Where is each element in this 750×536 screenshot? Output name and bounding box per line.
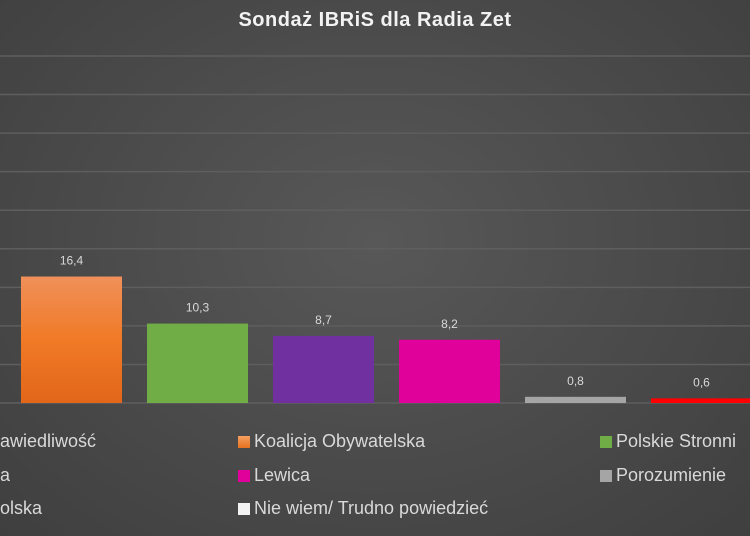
- bar-koalicja-obywatelska: [21, 276, 122, 403]
- data-label: 8,7: [315, 313, 332, 327]
- legend-label: olska: [0, 498, 43, 518]
- legend-swatch: [238, 469, 250, 482]
- data-label: 0,6: [693, 375, 710, 389]
- bar-lewica: [399, 339, 500, 403]
- legend-label: Porozumienie: [616, 465, 727, 485]
- legend-label: Koalicja Obywatelska: [254, 431, 426, 451]
- legend-item: Polskie Stronni: [600, 431, 736, 452]
- legend-swatch: [238, 502, 250, 515]
- bar-porozumienie: [525, 396, 626, 403]
- legend-label: Lewica: [254, 465, 311, 485]
- legend-label: Polskie Stronni: [616, 431, 737, 451]
- legend-label: Nie wiem/ Trudno powiedzieć: [254, 498, 489, 518]
- legend-swatch: [600, 469, 612, 482]
- legend-item: Nie wiem/ Trudno powiedzieć: [238, 498, 488, 519]
- bar-chart: 16,4 10,3 8,7 8,2 0,8 0,6: [0, 55, 750, 404]
- data-label: 16,4: [60, 254, 84, 268]
- legend-item: Lewica: [238, 465, 310, 486]
- bar-a: [273, 335, 374, 403]
- bar-olska: [651, 398, 750, 403]
- bar-polskie-stronnictwo: [147, 323, 248, 403]
- legend-item: Koalicja Obywatelska: [238, 431, 425, 452]
- chart-title: Sondaż IBRiS dla Radia Zet: [238, 9, 512, 31]
- data-label: 0,8: [567, 374, 584, 388]
- data-label: 10,3: [186, 301, 210, 315]
- legend-item: olska: [0, 498, 42, 519]
- data-label: 8,2: [441, 317, 458, 331]
- legend-swatch: [600, 435, 612, 448]
- legend-label: awiedliwość: [0, 431, 97, 451]
- legend-item: awiedliwość: [0, 431, 96, 452]
- legend-swatch: [238, 435, 250, 448]
- legend-label: a: [0, 465, 11, 485]
- legend-item: a: [0, 465, 10, 486]
- legend-item: Porozumienie: [600, 465, 726, 486]
